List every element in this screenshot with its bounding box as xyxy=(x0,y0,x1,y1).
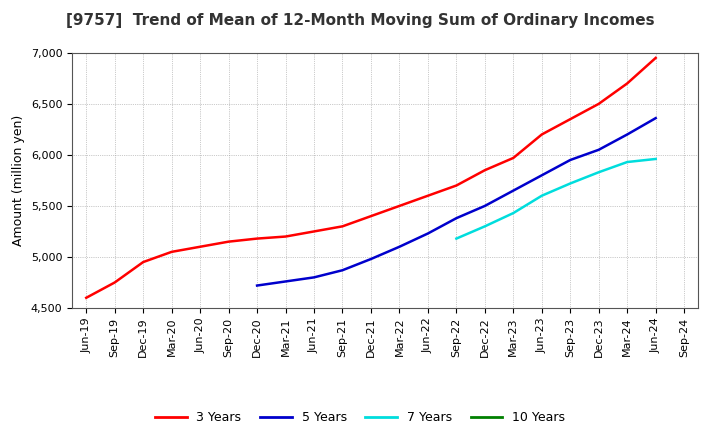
Y-axis label: Amount (million yen): Amount (million yen) xyxy=(12,115,25,246)
Text: [9757]  Trend of Mean of 12-Month Moving Sum of Ordinary Incomes: [9757] Trend of Mean of 12-Month Moving … xyxy=(66,13,654,28)
Legend: 3 Years, 5 Years, 7 Years, 10 Years: 3 Years, 5 Years, 7 Years, 10 Years xyxy=(150,407,570,429)
